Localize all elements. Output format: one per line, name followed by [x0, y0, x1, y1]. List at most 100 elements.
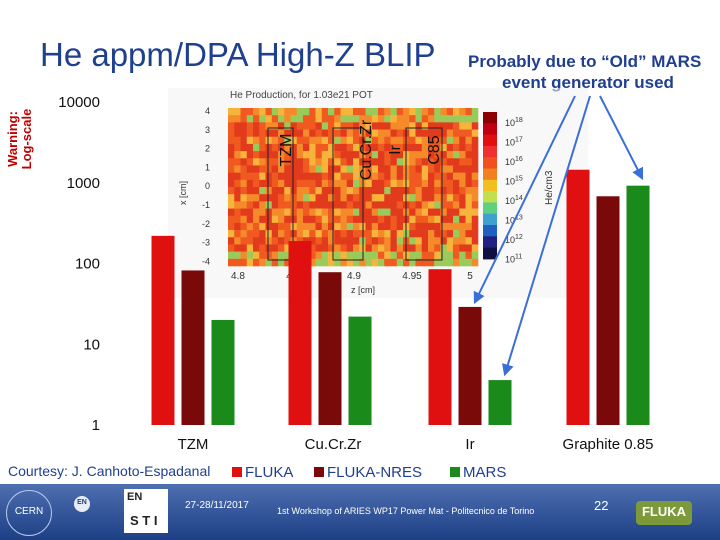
inset-x-tick: 4.9 — [347, 271, 361, 282]
heatmap-cell — [403, 122, 410, 130]
heatmap-cell — [278, 258, 285, 267]
colorbar-segment — [483, 145, 497, 158]
heatmap-cell — [353, 122, 360, 130]
colorbar-tick: 1017 — [505, 137, 523, 148]
heatmap-cell — [353, 108, 360, 116]
heatmap-cell — [253, 201, 260, 209]
heatmap-cell — [415, 222, 423, 231]
heatmap-cell — [228, 187, 235, 195]
heatmap-cell — [409, 129, 416, 138]
y-tick-label: 100 — [75, 256, 100, 273]
heatmap-cell — [459, 208, 466, 217]
heatmap-cell — [384, 115, 391, 123]
heatmap-cell — [346, 215, 354, 224]
heatmap-cell — [284, 122, 291, 130]
heatmap-cell — [465, 129, 473, 138]
heatmap-cell — [365, 172, 373, 181]
heatmap-cell — [303, 129, 310, 138]
heatmap-cell — [321, 251, 329, 260]
heatmap-cell — [434, 122, 441, 130]
heatmap-cell — [303, 115, 310, 123]
heatmap-cell — [403, 108, 410, 116]
heatmap-cell — [353, 187, 360, 195]
heatmap-cell — [415, 136, 423, 145]
heatmap-cell — [334, 251, 341, 260]
heatmap-cell — [396, 244, 404, 252]
heatmap-cell — [365, 122, 373, 130]
heatmap-cell — [421, 244, 429, 252]
heatmap-cell — [390, 230, 398, 238]
heatmap-cell — [415, 122, 423, 130]
heatmap-cell — [253, 122, 260, 130]
heatmap-cell — [453, 215, 460, 224]
heatmap-cell — [371, 251, 379, 260]
heatmap-cell — [290, 122, 298, 130]
heatmap-cell — [234, 115, 241, 123]
heatmap-cell — [378, 215, 385, 224]
heatmap-cell — [396, 187, 404, 195]
heatmap-cell — [284, 237, 291, 245]
heatmap-cell — [315, 136, 323, 145]
heatmap-cell — [440, 122, 448, 130]
heatmap-cell — [234, 187, 241, 195]
heatmap-cell — [271, 194, 279, 202]
heatmap-cell — [396, 215, 404, 224]
inset-x-tick: 4.8 — [231, 271, 245, 282]
heatmap-cell — [328, 179, 335, 188]
heatmap-cell — [240, 215, 248, 224]
heatmap-cell — [390, 187, 398, 195]
heatmap-cell — [278, 158, 285, 166]
heatmap-cell — [465, 258, 473, 267]
heatmap-cell — [278, 194, 285, 202]
heatmap-cell — [234, 194, 241, 202]
heatmap-cell — [309, 215, 316, 224]
heatmap-cell — [265, 258, 273, 267]
heatmap-cell — [346, 237, 354, 245]
heatmap-cell — [453, 201, 460, 209]
heatmap-cell — [246, 136, 254, 145]
heatmap-cell — [290, 187, 298, 195]
heatmap-cell — [378, 165, 385, 173]
heatmap-cell — [453, 108, 460, 116]
heatmap-cell — [384, 251, 391, 260]
heatmap-cell — [259, 158, 266, 166]
heatmap-cell — [234, 215, 241, 224]
heatmap-cell — [453, 129, 460, 138]
heatmap-cell — [240, 143, 248, 152]
heatmap-cell — [253, 194, 260, 202]
heatmap-cell — [271, 244, 279, 252]
heatmap-cell — [421, 172, 429, 181]
heatmap-cell — [321, 115, 329, 123]
heatmap-cell — [415, 158, 423, 166]
heatmap-cell — [434, 172, 441, 181]
heatmap-cell — [240, 136, 248, 145]
heatmap-cell — [253, 244, 260, 252]
heatmap-cell — [353, 230, 360, 238]
heatmap-cell — [234, 158, 241, 166]
heatmap-cell — [371, 237, 379, 245]
heatmap-cell — [434, 179, 441, 188]
heatmap-cell — [365, 158, 373, 166]
heatmap-cell — [453, 222, 460, 231]
heatmap-cell — [303, 187, 310, 195]
heatmap-cell — [328, 237, 335, 245]
heatmap-cell — [246, 179, 254, 188]
heatmap-cell — [409, 136, 416, 145]
heatmap-cell — [265, 237, 273, 245]
heatmap-cell — [421, 129, 429, 138]
heatmap-cell — [284, 158, 291, 166]
heatmap-cell — [303, 194, 310, 202]
heatmap-cell — [296, 122, 304, 130]
heatmap-cell — [315, 158, 323, 166]
heatmap-cell — [253, 172, 260, 181]
mars-note-line2: event generator used — [502, 73, 674, 92]
heatmap-cell — [340, 129, 348, 138]
heatmap-cell — [328, 230, 335, 238]
heatmap-cell — [240, 201, 248, 209]
heatmap-cell — [421, 143, 429, 152]
heatmap-cell — [471, 179, 479, 188]
heatmap-cell — [384, 179, 391, 188]
heatmap-cell — [228, 136, 235, 145]
heatmap-cell — [396, 237, 404, 245]
footer-workshop: 1st Workshop of ARIES WP17 Power Mat - P… — [277, 506, 535, 516]
